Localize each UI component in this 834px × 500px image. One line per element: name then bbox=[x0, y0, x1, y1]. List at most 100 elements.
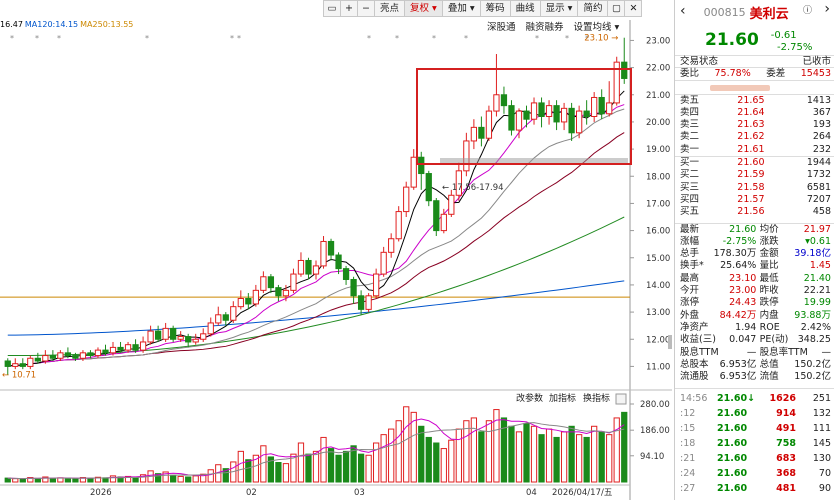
toolbar-button-6[interactable]: 筹码 bbox=[479, 0, 511, 17]
subbar-item-shenguotong[interactable]: 深股通 bbox=[487, 22, 516, 33]
volume-bar bbox=[305, 453, 312, 483]
candle-body bbox=[87, 352, 94, 357]
volume-close-icon[interactable] bbox=[615, 393, 627, 405]
candle-body bbox=[606, 102, 613, 115]
toolbar-button-9[interactable]: 简约 bbox=[577, 0, 609, 17]
bids-price: 21.57 bbox=[737, 193, 765, 205]
candle-body bbox=[515, 110, 523, 131]
toolbar-button-7[interactable]: 曲线 bbox=[509, 0, 541, 17]
toolbar-button-4[interactable]: 复权 ▾ bbox=[404, 0, 443, 17]
candle-body bbox=[297, 259, 305, 275]
volume-bar bbox=[290, 453, 297, 483]
asks-label: 卖一 bbox=[680, 143, 700, 155]
tick-row[interactable]: :12 21.60 914 132 bbox=[675, 406, 834, 421]
stats-row: 总手 178.30万 金额 39.18亿 bbox=[675, 248, 834, 260]
tick-row[interactable]: 14:56 21.60↓ 1626 251 bbox=[675, 391, 834, 406]
tick-row[interactable]: :18 21.60 758 145 bbox=[675, 436, 834, 451]
subbar-item-margin[interactable]: 融资融券 bbox=[525, 22, 564, 33]
stat-label: 量比 bbox=[759, 260, 779, 272]
order-ratio-row: 委比 75.78% 委差 15453 bbox=[675, 67, 834, 79]
bids-row[interactable]: 买五 21.56 458 bbox=[675, 206, 834, 218]
tick-row[interactable]: :27 21.60 481 90 bbox=[675, 481, 834, 496]
tick-row[interactable]: :15 21.60 491 111 bbox=[675, 421, 834, 436]
toolbar-button-3[interactable]: 亮点 bbox=[374, 0, 406, 17]
price-tick-label: 11.00 bbox=[646, 362, 670, 372]
asks-row[interactable]: 卖五 21.65 1413 bbox=[675, 95, 834, 107]
price-change: -0.61 bbox=[770, 30, 797, 41]
bids-row[interactable]: 买四 21.57 7207 bbox=[675, 194, 834, 206]
volume-tool-1[interactable]: 加指标 bbox=[549, 392, 576, 404]
candle-body bbox=[463, 140, 470, 172]
asks-row[interactable]: 卖四 21.64 367 bbox=[675, 107, 834, 119]
asks-row[interactable]: 卖一 21.61 232 bbox=[675, 144, 834, 156]
wc-value: 15453 bbox=[800, 68, 831, 80]
back-arrow-icon[interactable]: ‹ bbox=[680, 3, 686, 19]
volume-bar bbox=[403, 406, 410, 483]
window-icon[interactable]: ▢ bbox=[607, 0, 626, 17]
stat-value: 22.21 bbox=[803, 285, 831, 297]
close-icon[interactable]: ✕ bbox=[624, 0, 643, 17]
candle-body bbox=[117, 346, 124, 351]
stock-name: 美利云 bbox=[749, 7, 789, 22]
forward-arrow-icon[interactable]: › bbox=[824, 1, 830, 17]
volume-tool-0[interactable]: 改参数 bbox=[516, 392, 543, 404]
candle-body bbox=[79, 352, 87, 359]
ask-book: 卖五 21.65 1413 卖四 21.64 367 卖三 21.63 193 卖二 … bbox=[675, 93, 834, 156]
stat-value: — bbox=[821, 346, 831, 358]
monitor-icon[interactable]: ▭ bbox=[323, 0, 341, 17]
stat-value: ▾0.61 bbox=[805, 235, 831, 247]
candle-body bbox=[170, 327, 177, 340]
quote-header: ‹ 000815 美利云 ⓘ › bbox=[675, 0, 834, 30]
candle-body bbox=[282, 289, 290, 297]
bids-row[interactable]: 买一 21.60 1944 bbox=[675, 157, 834, 169]
panel-collapse-handle[interactable] bbox=[668, 335, 672, 349]
candle-body bbox=[373, 273, 380, 297]
volume-bar bbox=[64, 477, 72, 483]
date-label: 03 bbox=[354, 488, 365, 498]
bids-row[interactable]: 买二 21.59 1732 bbox=[675, 169, 834, 181]
volume-bar bbox=[297, 442, 305, 483]
event-marker-icon: * bbox=[35, 34, 39, 43]
subbar-item-ma-settings[interactable]: 设置均线 ▾ bbox=[573, 22, 620, 33]
kline-chart-area[interactable]: 23.00 22.00 21.00 20.00 19.00 18.00 17.00 16.00… bbox=[0, 0, 672, 500]
event-marker-icon: * bbox=[565, 34, 569, 43]
volume-tool-2[interactable]: 换指标 bbox=[583, 392, 610, 404]
event-marker-icon: * bbox=[367, 34, 371, 43]
candle-body bbox=[613, 61, 620, 104]
toolbar-button-8[interactable]: 显示 ▾ bbox=[539, 0, 579, 17]
volume-bar bbox=[139, 474, 147, 483]
bids-volume: 1732 bbox=[806, 169, 831, 181]
bid-book: 买一 21.60 1944 买二 21.59 1732 买三 21.58 6581 买… bbox=[675, 156, 834, 218]
candle-body bbox=[403, 186, 410, 213]
stat-value: 6.953亿 bbox=[719, 371, 757, 383]
kline-chart-svg[interactable]: 23.00 22.00 21.00 20.00 19.00 18.00 17.00 16.00… bbox=[0, 0, 672, 500]
tick-time: :24 bbox=[680, 468, 696, 480]
stat-label: 股息TTM bbox=[680, 346, 719, 358]
candle-body bbox=[132, 344, 139, 351]
tick-row[interactable]: :21 21.60 683 130 bbox=[675, 451, 834, 466]
event-marker-icon: * bbox=[145, 34, 149, 43]
tick-time: :21 bbox=[680, 453, 696, 465]
date-label: 02 bbox=[246, 488, 257, 498]
info-icon[interactable]: ⓘ bbox=[802, 6, 812, 16]
price-tick-label: 14.00 bbox=[646, 281, 670, 291]
volume-bar bbox=[252, 454, 259, 483]
volume-ma10-line bbox=[7, 422, 625, 480]
stat-label: 金额 bbox=[759, 248, 779, 260]
event-marker-icon: * bbox=[464, 34, 468, 43]
asks-row[interactable]: 卖二 21.62 264 bbox=[675, 131, 834, 143]
stat-value: 0.047 bbox=[729, 334, 757, 346]
plus-icon[interactable]: + bbox=[340, 0, 358, 17]
minus-icon[interactable]: − bbox=[357, 0, 375, 17]
toolbar-button-5[interactable]: 叠加 ▾ bbox=[441, 0, 481, 17]
candle-body bbox=[200, 333, 207, 340]
chip-bar bbox=[440, 158, 628, 163]
bids-row[interactable]: 买三 21.58 6581 bbox=[675, 182, 834, 194]
tick-row[interactable]: :24 21.60 368 70 bbox=[675, 466, 834, 481]
stat-label: 流值 bbox=[759, 371, 779, 383]
stat-label: 均价 bbox=[759, 223, 779, 235]
asks-row[interactable]: 卖三 21.63 193 bbox=[675, 119, 834, 131]
ma-legend-row: 16.47 MA120:14.15 MA250:13.55 bbox=[0, 20, 135, 29]
asks-volume: 264 bbox=[812, 131, 831, 143]
ma-legend-ma5: 16.47 bbox=[0, 20, 23, 29]
